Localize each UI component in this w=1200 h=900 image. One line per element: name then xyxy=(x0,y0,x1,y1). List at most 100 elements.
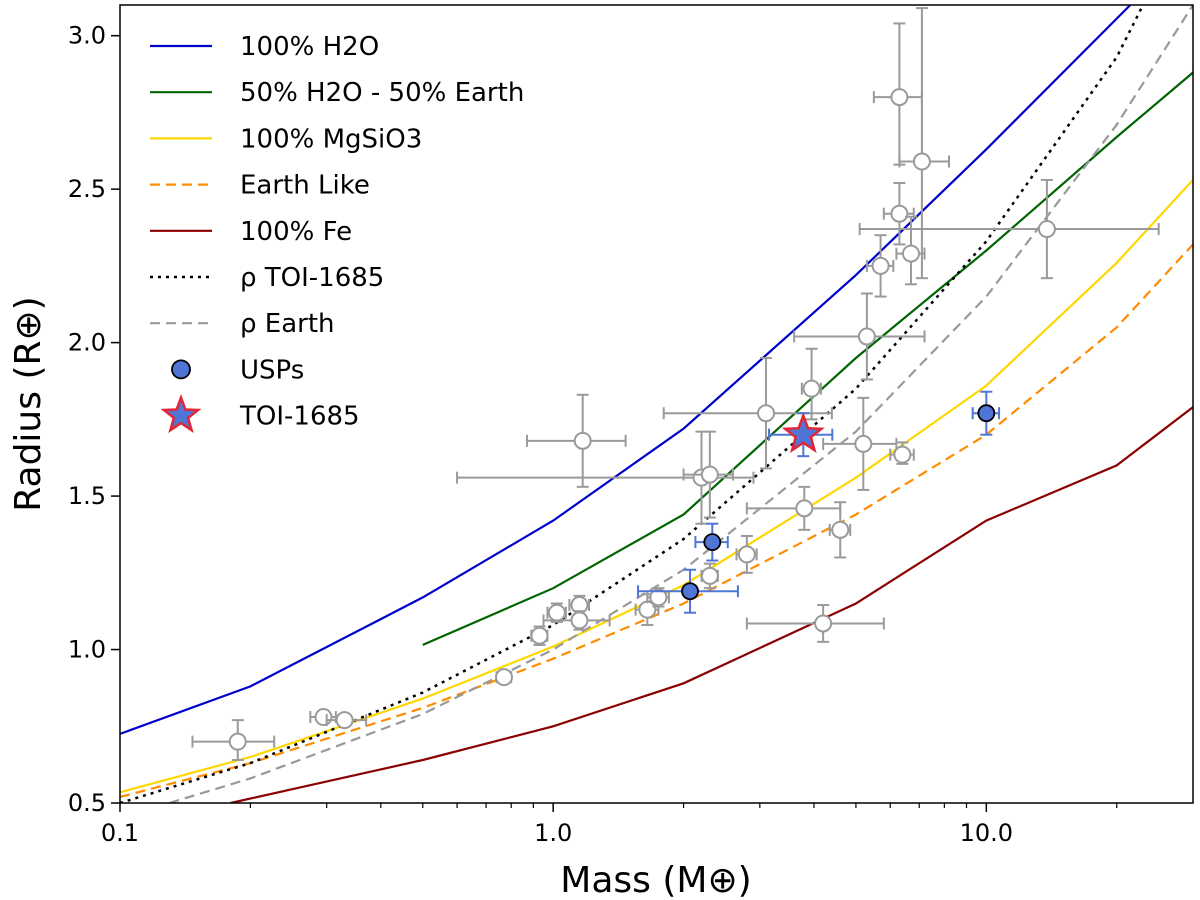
usp-2-marker xyxy=(977,404,996,423)
y-tick-label-2: 1.5 xyxy=(68,482,106,510)
comparison-planet-28 xyxy=(858,178,1160,280)
comparison-planet-16-marker xyxy=(795,499,814,518)
legend-label-6: ρ Earth xyxy=(240,309,335,339)
comparison-planet-17 xyxy=(800,347,822,421)
comparison-planet-18-marker xyxy=(814,614,833,633)
legend-star-marker xyxy=(160,393,202,434)
comparison-planet-22 xyxy=(865,234,895,298)
legend-label-5: ρ TOI-1685 xyxy=(240,263,384,293)
comparison-planet-14 xyxy=(735,534,758,574)
comparison-planet-2-marker xyxy=(335,711,354,730)
legend-label-4: 100% Fe xyxy=(240,217,352,247)
curve-5 xyxy=(120,5,1145,803)
comparison-planet-3-marker xyxy=(494,668,513,687)
comparison-planet-8 xyxy=(525,393,627,488)
legend-label-0: 100% H2O xyxy=(240,32,379,62)
legend-entry-2: 100% MgSiO3 xyxy=(150,124,422,154)
legend-label-1: 50% H2O - 50% Earth xyxy=(240,78,524,108)
comparison-planet-20 xyxy=(822,396,898,491)
comparison-planet-14-marker xyxy=(737,545,756,564)
comparison-planet-25 xyxy=(889,441,915,465)
comparison-planet-27-marker xyxy=(912,152,931,171)
legend-label-8: TOI-1685 xyxy=(239,402,360,432)
comparison-planet-19-marker xyxy=(831,520,850,539)
legend-usp-marker xyxy=(171,359,191,380)
curve-3 xyxy=(120,243,1193,798)
comparison-planet-0 xyxy=(191,719,276,762)
legend-label-7: USPs xyxy=(240,355,304,385)
comparison-planet-10-marker xyxy=(649,588,668,607)
x-tick-label-1: 1.0 xyxy=(534,819,572,847)
comparison-planet-23-marker xyxy=(890,88,909,107)
usp-0-marker xyxy=(681,582,699,601)
comparison-planet-26 xyxy=(895,215,926,286)
comparison-planet-24-marker xyxy=(890,204,909,223)
comparison-planet-5 xyxy=(546,602,567,623)
comparison-planet-4 xyxy=(530,625,549,646)
comparison-planet-1 xyxy=(309,708,337,727)
usp-1-marker xyxy=(703,533,722,552)
legend-entry-1: 50% H2O - 50% Earth xyxy=(150,78,524,108)
comparison-planet-17-marker xyxy=(802,379,821,398)
usp-0 xyxy=(637,568,739,614)
legend: 100% H2O 50% H2O - 50% Earth 100% MgSiO3 Ea… xyxy=(150,32,524,434)
comparison-planet-2 xyxy=(325,711,368,730)
comparison-planet-7-marker xyxy=(570,611,589,630)
legend-entry-0: 100% H2O xyxy=(150,32,379,62)
comparison-planet-21-marker xyxy=(857,327,876,346)
x-tick-label-0: 0.1 xyxy=(101,819,139,847)
comparison-planet-9 xyxy=(634,593,660,626)
toi-1685-star xyxy=(781,412,825,453)
comparison-planet-26-marker xyxy=(901,244,920,263)
comparison-planet-5-marker xyxy=(547,603,566,622)
comparison-planet-0-marker xyxy=(228,732,247,751)
comparison-planet-28-marker xyxy=(1037,220,1056,239)
comparison-planet-3 xyxy=(494,668,513,687)
y-tick-label-5: 3.0 xyxy=(68,22,106,50)
legend-entry-8: TOI-1685 xyxy=(160,393,360,434)
curve-6 xyxy=(169,5,1193,803)
comparison-planet-24 xyxy=(882,182,915,246)
legend-label-3: Earth Like xyxy=(240,171,370,201)
x-tick-label-2: 10.0 xyxy=(960,819,1013,847)
comparison-planet-1-marker xyxy=(314,708,333,727)
comparison-planet-22-marker xyxy=(871,256,890,275)
y-tick-label-1: 1.0 xyxy=(68,636,106,664)
usp-2 xyxy=(971,390,1001,436)
usp-1 xyxy=(694,522,729,562)
comparison-planet-25-marker xyxy=(893,445,912,464)
curve-4 xyxy=(230,406,1193,803)
comparison-planet-21 xyxy=(793,292,926,381)
comparison-planet-16 xyxy=(745,485,842,531)
y-tick-label-3: 2.0 xyxy=(68,329,106,357)
y-axis-title: Radius (R⊕) xyxy=(8,296,49,511)
comparison-planet-12 xyxy=(682,430,734,519)
plot-frame xyxy=(119,4,1194,804)
comparison-planet-20-marker xyxy=(854,434,873,453)
comparison-planet-7 xyxy=(542,610,611,631)
comparison-planet-4-marker xyxy=(530,626,549,645)
axis-ticks: 0.1 1.0 10.0 0.5 1.0 1.5 2.0 2.5 3.0 xyxy=(68,22,1118,847)
data-points xyxy=(191,7,1160,762)
legend-entry-7: USPs xyxy=(171,355,304,385)
toi-1685 xyxy=(768,412,834,458)
legend-entry-3: Earth Like xyxy=(150,171,370,201)
y-tick-label-0: 0.5 xyxy=(68,789,106,817)
curve-0 xyxy=(120,5,1132,735)
legend-entry-6: ρ Earth xyxy=(150,309,335,339)
comparison-planet-8-marker xyxy=(573,431,592,450)
y-tick-label-4: 2.5 xyxy=(68,175,106,203)
legend-entry-4: 100% Fe xyxy=(150,217,352,247)
comparison-planet-23 xyxy=(872,22,923,166)
curve-1 xyxy=(422,71,1193,646)
legend-entry-5: ρ TOI-1685 xyxy=(150,263,384,293)
legend-label-2: 100% MgSiO3 xyxy=(240,124,422,154)
comparison-planet-13 xyxy=(700,562,719,590)
comparison-planet-18 xyxy=(745,604,885,643)
comparison-planet-13-marker xyxy=(700,566,719,585)
comparison-planet-12-marker xyxy=(700,465,719,484)
x-axis-title: Mass (M⊕) xyxy=(560,860,751,900)
comparison-planet-15-marker xyxy=(757,404,776,423)
comparison-planet-27 xyxy=(898,7,950,280)
